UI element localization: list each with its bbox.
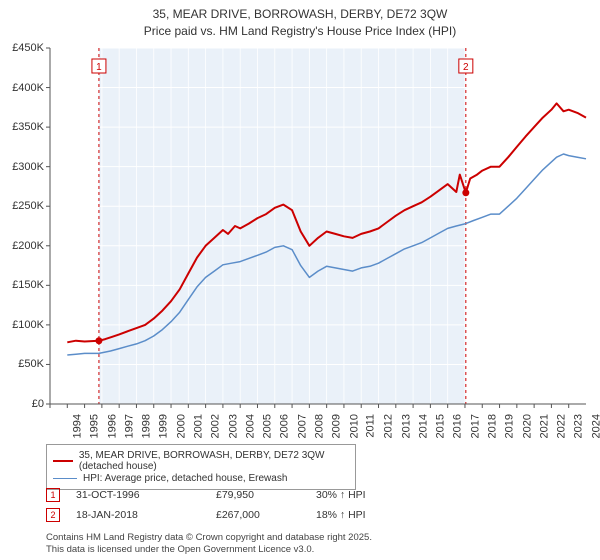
x-tick-label: 2024 [590,414,600,438]
transaction-row: 1 31-OCT-1996£79,95030% ↑ HPI [46,488,586,502]
x-tick-label: 2017 [469,414,481,438]
transaction-marker: 1 [46,488,60,502]
transaction-date: 31-OCT-1996 [76,489,216,501]
x-tick-label: 2008 [314,414,326,438]
footer-line1: Contains HM Land Registry data © Crown c… [46,532,372,544]
x-tick-label: 2015 [435,414,447,438]
x-tick-label: 2007 [296,414,308,438]
x-tick-label: 2022 [556,414,568,438]
x-tick-label: 2000 [175,414,187,438]
x-tick-label: 1995 [89,414,101,438]
chart-svg: 12 [0,40,600,440]
transaction-row: 2 18-JAN-2018£267,00018% ↑ HPI [46,508,586,522]
x-tick-label: 1997 [123,414,135,438]
x-tick-label: 1996 [106,414,118,438]
title-line1: 35, MEAR DRIVE, BORROWASH, DERBY, DE72 3… [0,6,600,23]
x-tick-label: 2019 [504,414,516,438]
x-tick-label: 2009 [331,414,343,438]
y-tick-label: £150K [12,279,44,291]
x-tick-label: 2013 [400,414,412,438]
svg-text:1: 1 [96,62,102,73]
transaction-price: £267,000 [216,509,316,521]
transaction-price: £79,950 [216,489,316,501]
x-tick-label: 2010 [348,414,360,438]
x-tick-label: 2003 [227,414,239,438]
legend-swatch-2 [53,478,77,479]
y-tick-label: £250K [12,200,44,212]
x-tick-label: 1998 [141,414,153,438]
legend-label-2: HPI: Average price, detached house, Erew… [83,473,287,484]
y-tick-label: £100K [12,319,44,331]
title-line2: Price paid vs. HM Land Registry's House … [0,23,600,40]
y-tick-label: £350K [12,121,44,133]
x-tick-label: 2023 [573,414,585,438]
x-tick-label: 2021 [538,414,550,438]
legend-row-2: HPI: Average price, detached house, Erew… [53,473,349,484]
x-tick-label: 2011 [365,414,377,438]
x-tick-label: 1994 [71,414,83,438]
footer-note: Contains HM Land Registry data © Crown c… [46,532,372,556]
legend-swatch-1 [53,460,73,462]
x-tick-label: 2004 [244,414,256,438]
x-tick-label: 2014 [417,414,429,438]
svg-text:2: 2 [463,62,469,73]
x-tick-label: 2005 [262,414,274,438]
legend-row-1: 35, MEAR DRIVE, BORROWASH, DERBY, DE72 3… [53,450,349,472]
x-tick-label: 1999 [158,414,170,438]
footer-line2: This data is licensed under the Open Gov… [46,544,372,556]
y-tick-label: £50K [18,358,44,370]
y-tick-label: £300K [12,161,44,173]
y-tick-label: £450K [12,42,44,54]
legend-label-1: 35, MEAR DRIVE, BORROWASH, DERBY, DE72 3… [79,450,349,472]
chart-container: 35, MEAR DRIVE, BORROWASH, DERBY, DE72 3… [0,0,600,560]
chart-area: 12 £0£50K£100K£150K£200K£250K£300K£350K£… [0,40,600,440]
legend-box: 35, MEAR DRIVE, BORROWASH, DERBY, DE72 3… [46,444,356,490]
x-tick-label: 2018 [486,414,498,438]
x-tick-label: 2020 [521,414,533,438]
x-tick-label: 2002 [210,414,222,438]
transaction-diff: 30% ↑ HPI [316,489,366,501]
y-tick-label: £400K [12,82,44,94]
y-tick-label: £200K [12,240,44,252]
transaction-diff: 18% ↑ HPI [316,509,366,521]
x-tick-label: 2001 [193,414,205,438]
title-block: 35, MEAR DRIVE, BORROWASH, DERBY, DE72 3… [0,0,600,42]
transaction-marker: 2 [46,508,60,522]
x-tick-label: 2012 [383,414,395,438]
x-tick-label: 2016 [452,414,464,438]
x-tick-label: 2006 [279,414,291,438]
transaction-date: 18-JAN-2018 [76,509,216,521]
y-tick-label: £0 [32,398,44,410]
